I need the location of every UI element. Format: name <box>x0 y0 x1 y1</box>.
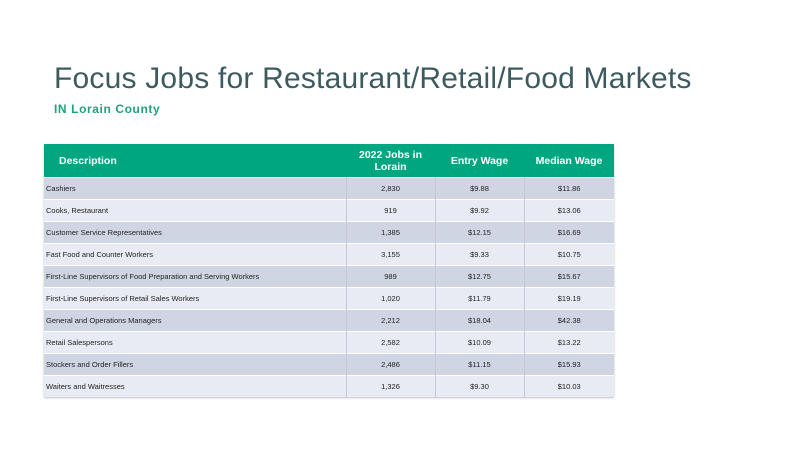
slide-subtitle: IN Lorain County <box>54 102 161 116</box>
cell-median-wage: $19.19 <box>524 287 614 310</box>
cell-median-wage: $10.03 <box>524 375 614 397</box>
cell-jobs: 919 <box>346 199 436 222</box>
table-row: Waiters and Waitresses 1,326 $9.30 $10.0… <box>44 375 614 397</box>
cell-entry-wage: $9.88 <box>435 177 525 200</box>
cell-entry-wage: $12.15 <box>435 221 525 244</box>
header-jobs-line1: 2022 Jobs in <box>358 148 423 161</box>
table-row: Retail Salespersons 2,582 $10.09 $13.22 <box>44 331 614 354</box>
cell-median-wage: $13.06 <box>524 199 614 222</box>
table-row: Cooks, Restaurant 919 $9.92 $13.06 <box>44 199 614 222</box>
cell-description: Cooks, Restaurant <box>44 199 347 222</box>
cell-description: General and Operations Managers <box>44 309 347 332</box>
cell-entry-wage: $12.75 <box>435 265 525 288</box>
cell-jobs: 1,385 <box>346 221 436 244</box>
cell-jobs: 3,155 <box>346 243 436 266</box>
cell-description: Customer Service Representatives <box>44 221 347 244</box>
cell-median-wage: $13.22 <box>524 331 614 354</box>
header-entry-wage: Entry Wage <box>435 144 524 178</box>
cell-description: Cashiers <box>44 177 347 200</box>
cell-jobs: 1,326 <box>346 375 436 397</box>
cell-entry-wage: $9.30 <box>435 375 525 397</box>
table-row: First-Line Supervisors of Retail Sales W… <box>44 287 614 310</box>
table-row: First-Line Supervisors of Food Preparati… <box>44 265 614 288</box>
cell-entry-wage: $9.92 <box>435 199 525 222</box>
cell-entry-wage: $11.79 <box>435 287 525 310</box>
cell-median-wage: $16.69 <box>524 221 614 244</box>
header-jobs-line2: Lorain <box>374 160 407 173</box>
cell-median-wage: $15.93 <box>524 353 614 376</box>
header-jobs: 2022 Jobs in Lorain <box>346 144 435 178</box>
table-header-row: Description 2022 Jobs in Lorain Entry Wa… <box>44 144 614 178</box>
table-row: Fast Food and Counter Workers 3,155 $9.3… <box>44 243 614 266</box>
cell-description: First-Line Supervisors of Retail Sales W… <box>44 287 347 310</box>
cell-jobs: 2,582 <box>346 331 436 354</box>
cell-jobs: 989 <box>346 265 436 288</box>
cell-jobs: 2,212 <box>346 309 436 332</box>
cell-median-wage: $10.75 <box>524 243 614 266</box>
table-row: Cashiers 2,830 $9.88 $11.86 <box>44 177 614 200</box>
cell-jobs: 2,486 <box>346 353 436 376</box>
header-median-wage: Median Wage <box>524 144 614 178</box>
cell-median-wage: $42.38 <box>524 309 614 332</box>
jobs-table: Description 2022 Jobs in Lorain Entry Wa… <box>44 144 614 397</box>
cell-entry-wage: $9.33 <box>435 243 525 266</box>
header-description: Description <box>44 144 346 178</box>
cell-median-wage: $15.67 <box>524 265 614 288</box>
cell-jobs: 1,020 <box>346 287 436 310</box>
table-row: Stockers and Order Fillers 2,486 $11.15 … <box>44 353 614 376</box>
cell-entry-wage: $11.15 <box>435 353 525 376</box>
cell-entry-wage: $10.09 <box>435 331 525 354</box>
cell-description: Waiters and Waitresses <box>44 375 347 397</box>
slide-title: Focus Jobs for Restaurant/Retail/Food Ma… <box>54 62 692 95</box>
cell-description: Fast Food and Counter Workers <box>44 243 347 266</box>
cell-description: Stockers and Order Fillers <box>44 353 347 376</box>
cell-description: First-Line Supervisors of Food Preparati… <box>44 265 347 288</box>
table-row: General and Operations Managers 2,212 $1… <box>44 309 614 332</box>
cell-jobs: 2,830 <box>346 177 436 200</box>
table-row: Customer Service Representatives 1,385 $… <box>44 221 614 244</box>
cell-description: Retail Salespersons <box>44 331 347 354</box>
cell-entry-wage: $18.04 <box>435 309 525 332</box>
cell-median-wage: $11.86 <box>524 177 614 200</box>
